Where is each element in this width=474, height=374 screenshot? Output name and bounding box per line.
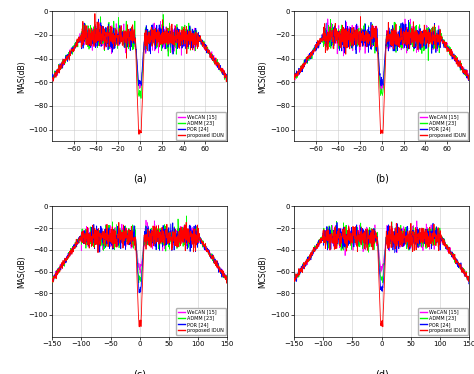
Legend: WeCAN [15], ADMM [23], POR [24], proposed IDUN: WeCAN [15], ADMM [23], POR [24], propose…	[418, 112, 468, 140]
Y-axis label: MCS(dB): MCS(dB)	[259, 255, 268, 288]
Text: (c): (c)	[133, 369, 146, 374]
Text: (a): (a)	[133, 174, 146, 184]
Y-axis label: MAS(dB): MAS(dB)	[17, 255, 26, 288]
Y-axis label: MCS(dB): MCS(dB)	[259, 60, 268, 93]
Y-axis label: MAS(dB): MAS(dB)	[17, 60, 26, 93]
Legend: WeCAN [15], ADMM [23], POR [24], proposed IDUN: WeCAN [15], ADMM [23], POR [24], propose…	[418, 307, 468, 335]
Text: (b): (b)	[374, 174, 389, 184]
Legend: WeCAN [15], ADMM [23], POR [24], proposed IDUN: WeCAN [15], ADMM [23], POR [24], propose…	[176, 112, 226, 140]
Legend: WeCAN [15], ADMM [23], POR [24], proposed IDUN: WeCAN [15], ADMM [23], POR [24], propose…	[176, 307, 226, 335]
Text: (d): (d)	[375, 369, 389, 374]
